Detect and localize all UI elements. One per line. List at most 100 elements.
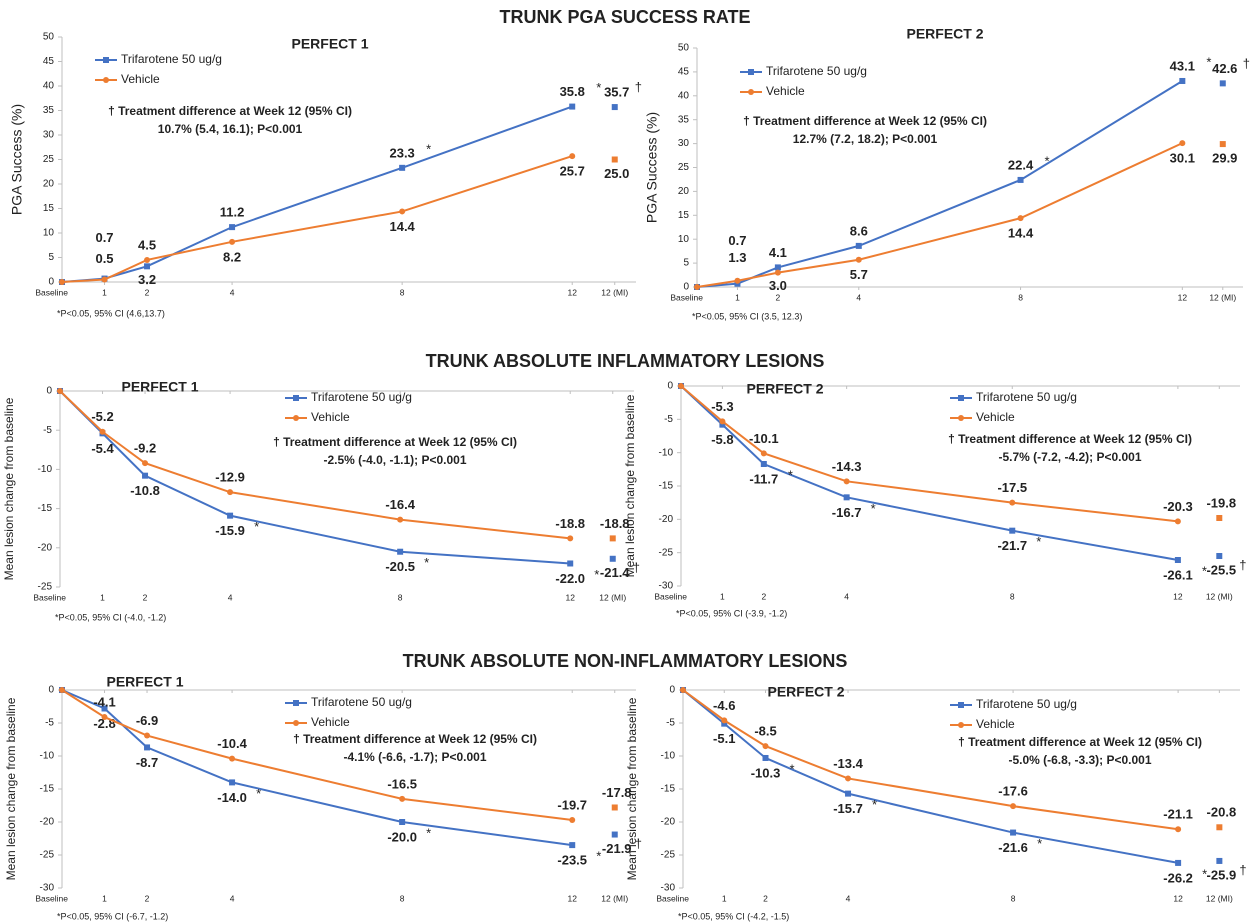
data-label: -16.4 bbox=[385, 497, 415, 512]
mi-flag: † bbox=[635, 836, 642, 851]
mi-point bbox=[609, 555, 616, 562]
point bbox=[229, 755, 236, 762]
significance-flag: * bbox=[790, 761, 795, 776]
y-tick-label: 35 bbox=[678, 114, 690, 125]
point bbox=[1174, 518, 1181, 525]
series-line bbox=[682, 689, 1179, 831]
x-tick-label: 12 bbox=[565, 592, 575, 602]
data-label: -23.5 bbox=[557, 853, 587, 868]
point bbox=[1179, 77, 1186, 84]
point bbox=[101, 714, 108, 721]
point bbox=[774, 269, 781, 276]
mi-label: -17.8 bbox=[602, 785, 632, 800]
x-tick-label: 12 (MI) bbox=[599, 592, 626, 602]
point bbox=[569, 842, 576, 849]
point bbox=[1175, 826, 1182, 833]
y-tick-label: 0 bbox=[48, 685, 54, 696]
point bbox=[229, 238, 236, 245]
y-tick-label: 15 bbox=[43, 203, 55, 214]
footnote: *P<0.05, 95% CI (-6.7, -1.2) bbox=[57, 911, 168, 921]
point bbox=[855, 242, 862, 249]
data-label: 4.1 bbox=[769, 245, 787, 260]
data-label: -16.7 bbox=[832, 505, 862, 520]
y-tick-label: -15 bbox=[661, 784, 676, 795]
x-tick-label: 2 bbox=[776, 292, 781, 302]
data-label: -21.1 bbox=[1163, 807, 1193, 822]
y-tick-label: 35 bbox=[43, 105, 55, 116]
point bbox=[1010, 829, 1017, 836]
x-tick-label: 4 bbox=[844, 591, 849, 601]
x-tick-label: 2 bbox=[145, 893, 150, 903]
x-tick-label: 4 bbox=[230, 893, 235, 903]
mi-point bbox=[611, 156, 618, 163]
point bbox=[99, 428, 106, 435]
legend-marker bbox=[103, 77, 109, 83]
point bbox=[399, 819, 406, 825]
point bbox=[399, 208, 406, 215]
x-tick-label: 12 bbox=[1173, 591, 1183, 601]
data-label: -5.1 bbox=[713, 731, 735, 746]
x-tick-label: 12 bbox=[1173, 893, 1183, 903]
point bbox=[1179, 140, 1186, 147]
y-tick-label: 10 bbox=[678, 234, 690, 245]
point bbox=[1010, 803, 1017, 810]
legend-label: Vehicle bbox=[311, 715, 350, 729]
mi-flag: † bbox=[1243, 56, 1250, 71]
series-line bbox=[680, 385, 1179, 523]
data-label: -19.7 bbox=[557, 797, 587, 812]
x-tick-label: 4 bbox=[856, 292, 861, 302]
point bbox=[144, 263, 151, 270]
point bbox=[59, 687, 65, 693]
mi-point bbox=[1216, 515, 1223, 521]
x-tick-label: 8 bbox=[1011, 893, 1016, 903]
y-tick-label: -25 bbox=[38, 582, 53, 593]
y-tick-label: -10 bbox=[661, 751, 676, 762]
mi-point bbox=[1216, 824, 1223, 831]
data-label: -10.4 bbox=[217, 736, 247, 751]
y-tick-label: -10 bbox=[40, 751, 55, 762]
legend-marker bbox=[293, 415, 299, 421]
series-line bbox=[61, 155, 573, 283]
mi-label: 29.9 bbox=[1212, 151, 1237, 166]
y-tick-label: 0 bbox=[46, 386, 52, 397]
point bbox=[567, 560, 574, 567]
y-tick-label: -5 bbox=[666, 718, 675, 729]
x-tick-label: 12 (MI) bbox=[601, 287, 628, 297]
section-title: TRUNK PGA SUCCESS RATE bbox=[499, 7, 750, 27]
point bbox=[397, 548, 404, 555]
point bbox=[399, 164, 406, 171]
legend-marker bbox=[958, 722, 964, 728]
data-label: -5.2 bbox=[91, 409, 113, 424]
point bbox=[721, 720, 728, 727]
y-tick-label: 0 bbox=[667, 381, 673, 392]
y-axis-label: Mean lesion change from baseline bbox=[4, 697, 18, 880]
data-label: -8.7 bbox=[136, 755, 158, 770]
data-label: 14.4 bbox=[389, 219, 415, 234]
footnote: *P<0.05, 95% CI (4.6,13.7) bbox=[57, 308, 165, 318]
annotation: † Treatment difference at Week 12 (95% C… bbox=[293, 732, 537, 746]
legend-marker bbox=[958, 702, 964, 708]
y-tick-label: -30 bbox=[40, 883, 55, 894]
data-label: 1.3 bbox=[728, 250, 746, 265]
annotation: † Treatment difference at Week 12 (95% C… bbox=[948, 432, 1192, 446]
x-tick-label: 1 bbox=[102, 287, 107, 297]
x-tick-label: 8 bbox=[1018, 292, 1023, 302]
y-tick-label: 25 bbox=[43, 154, 55, 165]
y-tick-label: -30 bbox=[659, 581, 674, 592]
mi-label: -18.8 bbox=[600, 516, 630, 531]
data-label: -20.3 bbox=[1163, 499, 1193, 514]
legend-label: Vehicle bbox=[976, 717, 1015, 731]
x-tick-label: 8 bbox=[400, 893, 405, 903]
x-tick-label: 8 bbox=[398, 592, 403, 602]
legend-marker bbox=[293, 395, 299, 401]
x-tick-label: 1 bbox=[735, 292, 740, 302]
point bbox=[1174, 557, 1181, 563]
annotation: -4.1% (-6.6, -1.7); P<0.001 bbox=[343, 750, 486, 764]
legend-label: Trifarotene 50 ug/g bbox=[976, 390, 1077, 404]
y-tick-label: -25 bbox=[661, 850, 676, 861]
x-tick-label: 8 bbox=[400, 287, 405, 297]
y-tick-label: 45 bbox=[43, 56, 55, 67]
point bbox=[678, 383, 684, 389]
legend-label: Trifarotene 50 ug/g bbox=[976, 697, 1077, 711]
